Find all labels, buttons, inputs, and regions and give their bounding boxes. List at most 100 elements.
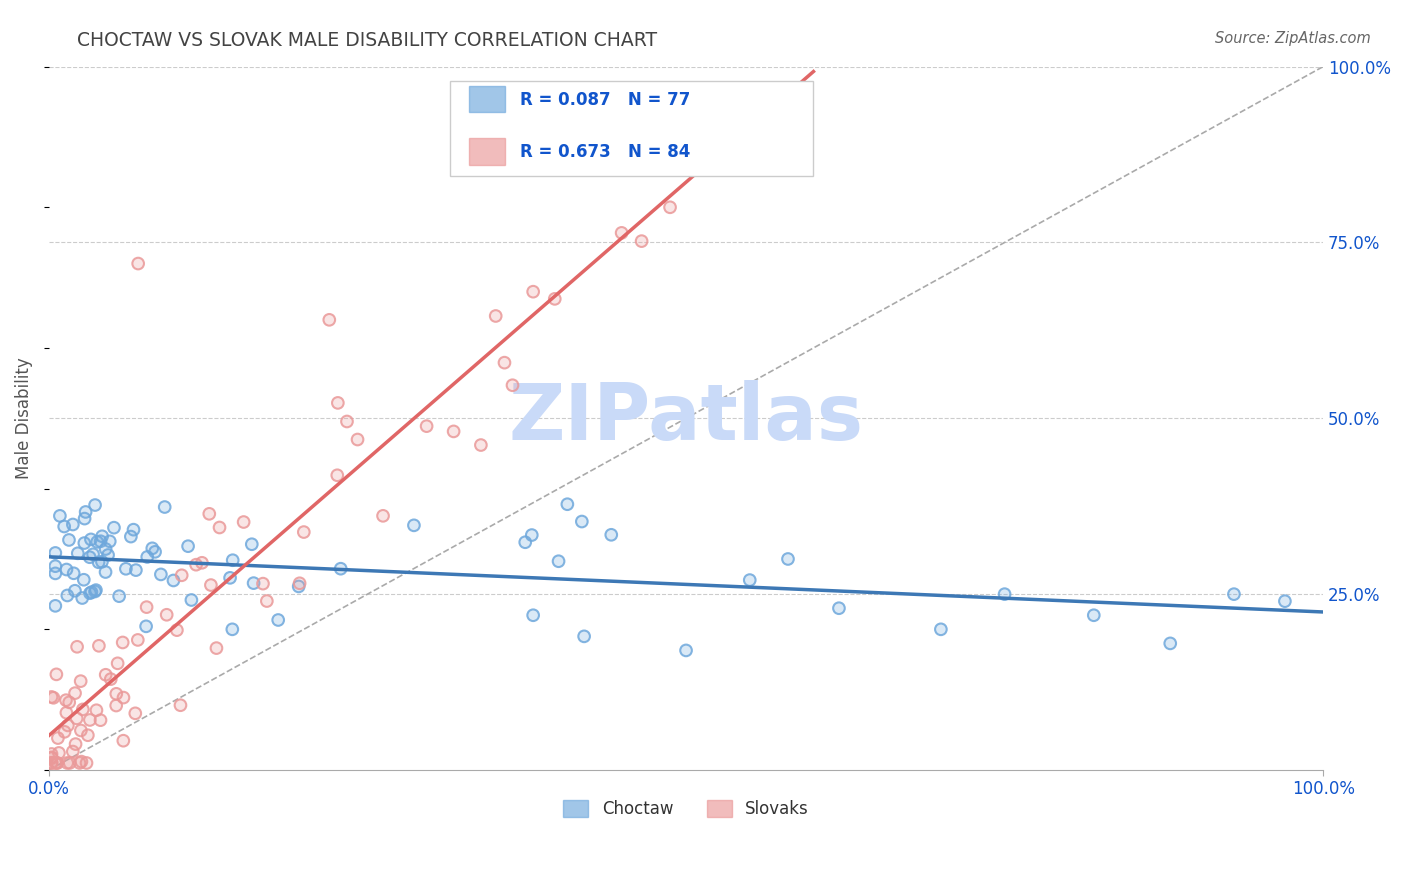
Point	[41, 756, 63, 770]
Point	[326, 396, 349, 410]
Point	[66, 546, 89, 560]
Point	[66, 711, 89, 725]
Point	[103, 521, 125, 535]
Point	[103, 521, 125, 535]
Point	[470, 438, 492, 452]
Point	[1159, 636, 1181, 650]
Point	[610, 226, 633, 240]
Point	[600, 528, 623, 542]
Point	[105, 698, 128, 713]
Point	[122, 523, 145, 537]
Point	[62, 745, 84, 759]
Point	[80, 585, 103, 599]
Point	[79, 713, 101, 727]
Point	[177, 539, 200, 553]
Point	[87, 555, 110, 569]
Point	[994, 587, 1017, 601]
Point	[45, 667, 67, 681]
Point	[288, 576, 311, 591]
Point	[97, 548, 120, 562]
Point	[91, 529, 114, 543]
Point	[53, 519, 76, 533]
Point	[69, 756, 91, 770]
Point	[105, 698, 128, 713]
Point	[336, 415, 359, 429]
Point	[135, 600, 157, 615]
Point	[242, 576, 264, 591]
Point	[42, 690, 65, 705]
Point	[44, 756, 66, 770]
Point	[41, 747, 63, 761]
Point	[470, 438, 492, 452]
Point	[62, 517, 84, 532]
Point	[70, 723, 93, 738]
Point	[318, 313, 340, 327]
Point	[66, 546, 89, 560]
Point	[41, 756, 63, 770]
Point	[125, 563, 148, 577]
Point	[184, 558, 207, 572]
Point	[200, 578, 222, 592]
Point	[326, 396, 349, 410]
Point	[522, 608, 544, 623]
Point	[180, 593, 202, 607]
Point	[87, 639, 110, 653]
Point	[62, 566, 84, 581]
Point	[44, 566, 66, 581]
Point	[136, 549, 159, 564]
Point	[105, 687, 128, 701]
Point	[59, 756, 82, 770]
Point	[66, 640, 89, 654]
Point	[136, 549, 159, 564]
Point	[94, 542, 117, 557]
Point	[41, 756, 63, 770]
Point	[287, 579, 309, 593]
Point	[232, 515, 254, 529]
Point	[41, 750, 63, 764]
Point	[318, 313, 340, 327]
Point	[929, 623, 952, 637]
Point	[65, 737, 87, 751]
Point	[208, 520, 231, 534]
Point	[776, 552, 799, 566]
Point	[84, 583, 107, 598]
Point	[738, 573, 761, 587]
Point	[162, 574, 184, 588]
Point	[1274, 594, 1296, 608]
Point	[62, 745, 84, 759]
Point	[58, 533, 80, 547]
Point	[610, 226, 633, 240]
Point	[73, 536, 96, 550]
Point	[44, 566, 66, 581]
Point	[80, 533, 103, 547]
Point	[107, 657, 129, 671]
Point	[544, 292, 567, 306]
Point	[292, 524, 315, 539]
Point	[55, 693, 77, 707]
Point	[72, 702, 94, 716]
Point	[120, 530, 142, 544]
Point	[44, 546, 66, 560]
Point	[141, 541, 163, 556]
Point	[108, 589, 131, 603]
Point	[73, 573, 96, 587]
Point	[63, 686, 86, 700]
Point	[198, 507, 221, 521]
Point	[402, 518, 425, 533]
Point	[169, 698, 191, 713]
Point	[76, 756, 98, 770]
Point	[97, 548, 120, 562]
Point	[72, 702, 94, 716]
Point	[256, 594, 278, 608]
Point	[520, 528, 543, 542]
Point	[415, 419, 437, 434]
Point	[53, 724, 76, 739]
Point	[44, 559, 66, 574]
Point	[56, 756, 79, 770]
Point	[112, 733, 135, 747]
Point	[58, 533, 80, 547]
Point	[63, 583, 86, 598]
Point	[56, 718, 79, 732]
Point	[90, 534, 112, 549]
Point	[149, 567, 172, 582]
